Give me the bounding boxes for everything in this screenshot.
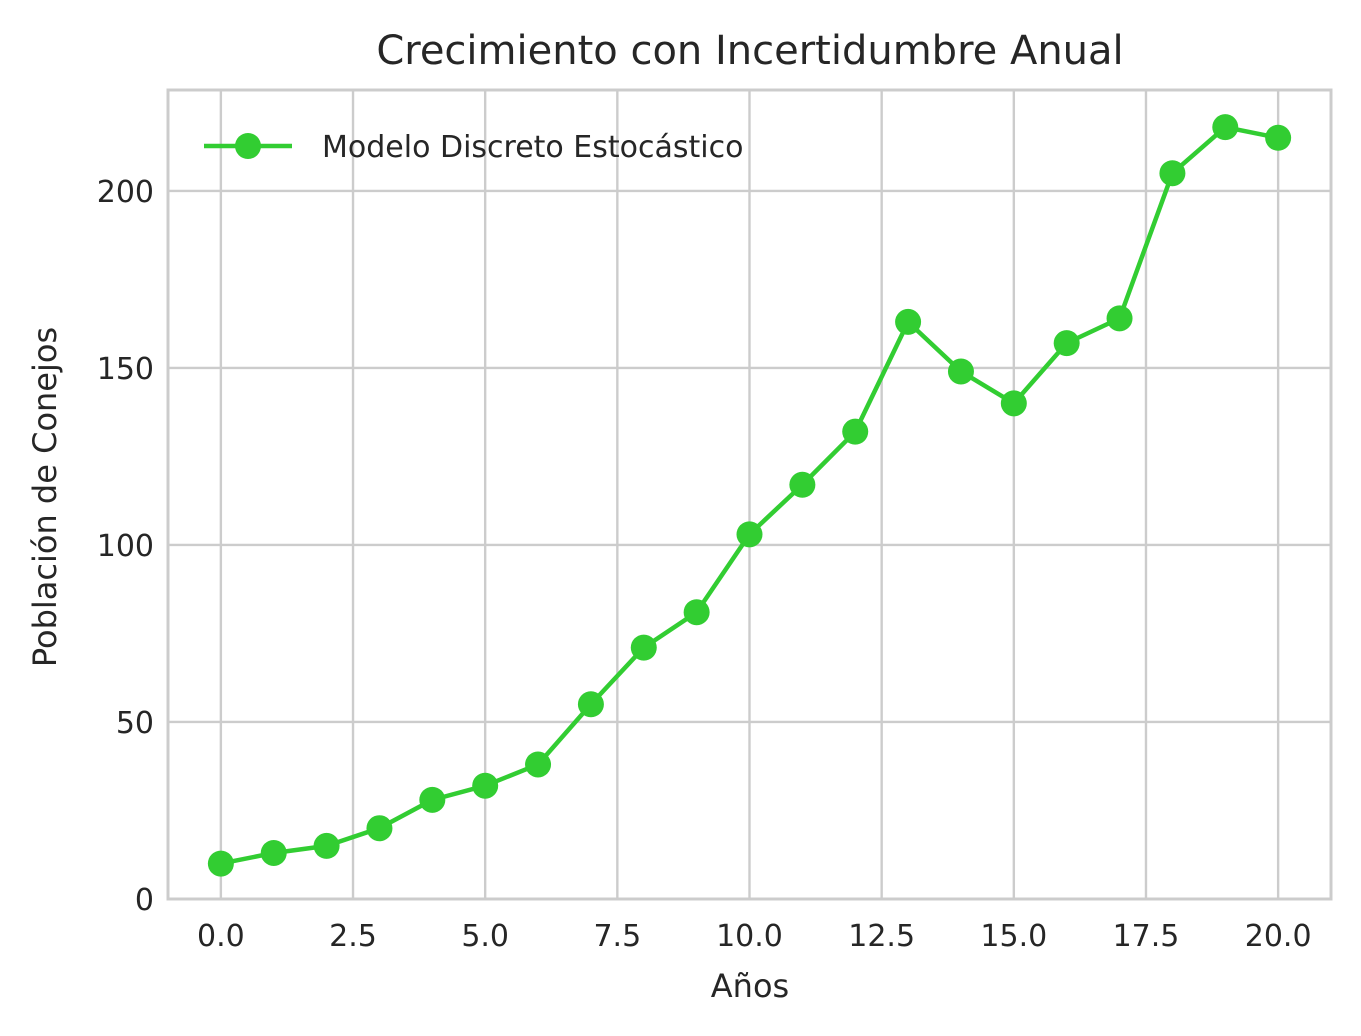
data-point	[789, 471, 816, 498]
series-layer	[207, 114, 1292, 877]
data-point	[1000, 390, 1027, 417]
legend-label-series-1: Modelo Discreto Estocástico	[322, 130, 743, 165]
data-point	[683, 599, 710, 626]
x-tick-label: 20.0	[1245, 919, 1312, 954]
grid-lines	[168, 90, 1331, 901]
y-tick-label: 50	[116, 706, 154, 741]
x-tick-label: 10.0	[716, 919, 783, 954]
y-tick-label: 200	[97, 175, 154, 210]
data-point	[419, 786, 446, 813]
data-point	[1106, 305, 1133, 332]
data-point	[260, 839, 287, 866]
data-point	[1212, 114, 1239, 141]
x-tick-label: 15.0	[980, 919, 1047, 954]
y-axis-ticks: 0 50 100 150 200	[97, 175, 154, 918]
data-point	[895, 308, 922, 335]
legend: Modelo Discreto Estocástico	[204, 130, 743, 165]
data-point	[1159, 160, 1186, 187]
y-tick-label: 150	[97, 352, 154, 387]
x-tick-label: 2.5	[329, 919, 377, 954]
y-tick-label: 0	[135, 883, 154, 918]
chart-title: Crecimiento con Incertidumbre Anual	[376, 28, 1123, 74]
data-point	[207, 850, 234, 877]
x-tick-label: 12.5	[848, 919, 915, 954]
data-point	[472, 772, 499, 799]
data-point	[630, 634, 657, 661]
data-point	[1053, 330, 1080, 357]
data-point	[1265, 124, 1292, 151]
x-axis-label: Años	[711, 967, 789, 1005]
plot-frame	[166, 88, 1333, 901]
y-tick-label: 100	[97, 529, 154, 564]
x-tick-label: 0.0	[197, 919, 245, 954]
legend-marker-swatch	[235, 133, 261, 159]
x-tick-label: 17.5	[1113, 919, 1180, 954]
x-tick-label: 5.0	[461, 919, 509, 954]
data-point	[525, 751, 552, 778]
data-point	[366, 815, 393, 842]
data-point	[313, 832, 340, 859]
data-point	[577, 691, 604, 718]
data-point	[947, 358, 974, 385]
x-tick-label: 7.5	[593, 919, 641, 954]
x-axis-ticks: 0.0 2.5 5.0 7.5 10.0 12.5 15.0 17.5 20.0	[197, 919, 1312, 954]
data-point	[842, 418, 869, 445]
y-axis-label: Población de Conejos	[26, 327, 64, 667]
data-point	[736, 521, 763, 548]
